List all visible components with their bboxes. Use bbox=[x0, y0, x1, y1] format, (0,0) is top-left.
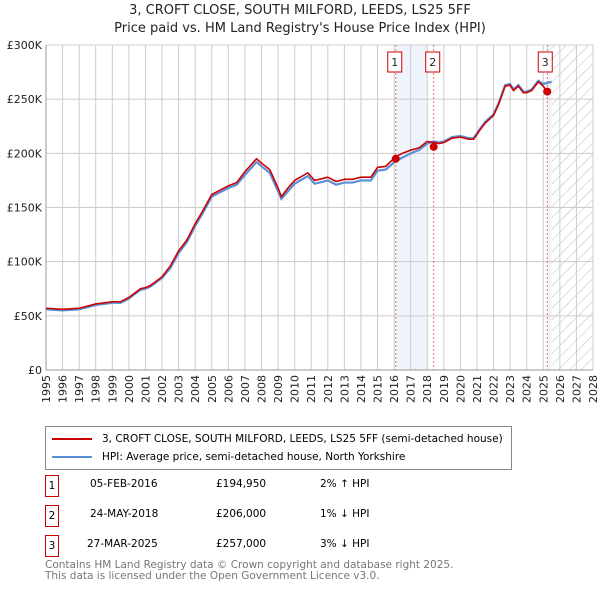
x-tick-label: 1998 bbox=[90, 375, 103, 403]
legend-item-hpi: HPI: Average price, semi-detached house,… bbox=[52, 449, 405, 465]
sale-point bbox=[429, 142, 438, 151]
legend-swatch-red bbox=[52, 438, 92, 440]
sale-badge-label: 3 bbox=[542, 56, 549, 69]
y-tick-label: £100K bbox=[7, 256, 43, 269]
x-tick-label: 1995 bbox=[40, 375, 53, 403]
x-tick-label: 2001 bbox=[139, 375, 152, 403]
sale-badge-label: 2 bbox=[429, 56, 436, 69]
sale-hpi: 3% ↓ HPI bbox=[320, 538, 370, 550]
y-tick-label: £300K bbox=[7, 39, 43, 52]
y-tick-label: £0 bbox=[28, 364, 42, 377]
legend-swatch-blue bbox=[52, 456, 92, 458]
sale-date: 27-MAR-2025 bbox=[87, 538, 158, 550]
x-tick-label: 2018 bbox=[421, 375, 434, 403]
sale-badge-box bbox=[537, 51, 553, 73]
x-tick-label: 2004 bbox=[189, 375, 202, 403]
y-tick-label: £200K bbox=[7, 147, 43, 160]
sale-badge-box bbox=[387, 51, 403, 73]
y-tick-label: £50K bbox=[14, 310, 43, 323]
x-tick-label: 2023 bbox=[504, 375, 517, 403]
sale-badge-label: 1 bbox=[391, 56, 398, 69]
x-tick-label: 2021 bbox=[471, 375, 484, 403]
sale-price: £206,000 bbox=[216, 508, 267, 520]
x-tick-label: 2015 bbox=[372, 375, 385, 403]
legend-label: HPI: Average price, semi-detached house,… bbox=[102, 451, 406, 463]
x-tick-label: 2027 bbox=[570, 375, 583, 403]
x-tick-label: 2012 bbox=[322, 375, 335, 403]
x-tick-label: 2011 bbox=[305, 375, 318, 403]
sale-point bbox=[543, 87, 552, 96]
x-tick-label: 2002 bbox=[156, 375, 169, 403]
sale-price: £194,950 bbox=[216, 478, 267, 490]
sale-row-1: 1 05-FEB-2016 £194,950 2% ↑ HPI bbox=[45, 475, 445, 497]
x-tick-label: 2022 bbox=[488, 375, 501, 403]
sale-badge: 2 bbox=[45, 505, 59, 527]
sale-point bbox=[391, 154, 400, 163]
sale-hpi: 1% ↓ HPI bbox=[320, 508, 370, 520]
x-tick-label: 2026 bbox=[554, 375, 567, 403]
x-tick-label: 2017 bbox=[405, 375, 418, 403]
chart-title: 3, CROFT CLOSE, SOUTH MILFORD, LEEDS, LS… bbox=[129, 3, 471, 18]
legend-label: 3, CROFT CLOSE, SOUTH MILFORD, LEEDS, LS… bbox=[102, 433, 503, 445]
x-tick-label: 2028 bbox=[587, 375, 600, 403]
x-tick-label: 2024 bbox=[521, 375, 534, 403]
sale-date: 24-MAY-2018 bbox=[90, 508, 159, 520]
x-tick-label: 2009 bbox=[272, 375, 285, 403]
hpi-line bbox=[45, 79, 552, 312]
y-tick-label: £150K bbox=[7, 202, 43, 215]
x-tick-label: 1997 bbox=[73, 375, 86, 403]
sale-badge-box bbox=[425, 51, 441, 73]
x-tick-label: 2016 bbox=[388, 375, 401, 403]
x-tick-label: 2013 bbox=[338, 375, 351, 403]
sale-price: £257,000 bbox=[216, 538, 267, 550]
x-tick-label: 1996 bbox=[57, 375, 70, 403]
x-tick-label: 2010 bbox=[289, 375, 302, 403]
legend: 3, CROFT CLOSE, SOUTH MILFORD, LEEDS, LS… bbox=[45, 426, 512, 470]
x-tick-label: 2014 bbox=[355, 375, 368, 403]
x-tick-label: 2019 bbox=[438, 375, 451, 403]
x-tick-label: 2025 bbox=[537, 375, 550, 403]
footer-copyright: Contains HM Land Registry data © Crown c… bbox=[45, 559, 454, 571]
x-tick-label: 2008 bbox=[255, 375, 268, 403]
x-tick-label: 2003 bbox=[173, 375, 186, 403]
x-tick-label: 1999 bbox=[106, 375, 119, 403]
x-tick-label: 2000 bbox=[123, 375, 136, 403]
sale-row-2: 2 24-MAY-2018 £206,000 1% ↓ HPI bbox=[45, 505, 445, 527]
x-tick-label: 2006 bbox=[222, 375, 235, 403]
sale-badge: 1 bbox=[45, 475, 59, 497]
footer: Contains HM Land Registry data © Crown c… bbox=[45, 560, 453, 582]
x-tick-label: 2007 bbox=[239, 375, 252, 403]
x-tick-label: 2020 bbox=[454, 375, 467, 403]
chart-subtitle: Price paid vs. HM Land Registry's House … bbox=[114, 21, 486, 36]
plot-area: 1995 1996 1997 1998 1999 2000 2001 2002 2003 2004… bbox=[7, 39, 600, 403]
x-tick-label: 2005 bbox=[206, 375, 219, 403]
property-price-line bbox=[45, 80, 548, 311]
legend-item-property: 3, CROFT CLOSE, SOUTH MILFORD, LEEDS, LS… bbox=[52, 431, 503, 447]
sale-row-3: 3 27-MAR-2025 £257,000 3% ↓ HPI bbox=[45, 535, 445, 557]
y-tick-label: £250K bbox=[7, 93, 43, 106]
sale-date: 05-FEB-2016 bbox=[90, 478, 158, 490]
sale-hpi: 2% ↑ HPI bbox=[320, 478, 370, 490]
sale-badge: 3 bbox=[45, 535, 59, 557]
footer-licence: This data is licensed under the Open Gov… bbox=[45, 570, 380, 582]
